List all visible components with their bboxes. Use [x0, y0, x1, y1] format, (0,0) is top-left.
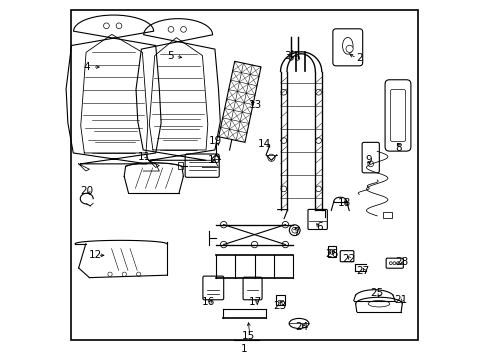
Circle shape — [280, 138, 286, 143]
Circle shape — [220, 241, 226, 248]
Text: 14: 14 — [257, 139, 270, 149]
Text: 8: 8 — [395, 143, 401, 153]
Text: 21: 21 — [393, 295, 407, 305]
Circle shape — [282, 221, 288, 228]
Bar — [178, 162, 182, 169]
Text: 20: 20 — [80, 186, 93, 196]
Bar — [383, 212, 391, 218]
FancyBboxPatch shape — [384, 80, 410, 151]
Circle shape — [116, 23, 122, 29]
Circle shape — [288, 56, 293, 60]
Text: 19: 19 — [209, 136, 222, 145]
FancyBboxPatch shape — [386, 258, 403, 268]
Circle shape — [220, 221, 226, 228]
FancyBboxPatch shape — [332, 29, 362, 66]
Text: 16: 16 — [202, 297, 215, 307]
Text: 5: 5 — [167, 51, 174, 61]
Circle shape — [267, 154, 274, 161]
Text: 26: 26 — [325, 248, 338, 258]
Circle shape — [367, 161, 373, 167]
Circle shape — [168, 27, 174, 32]
FancyBboxPatch shape — [362, 142, 379, 173]
Text: 18: 18 — [338, 198, 351, 208]
Circle shape — [280, 186, 286, 192]
Text: 25: 25 — [370, 288, 383, 298]
Text: 13: 13 — [248, 100, 262, 110]
Circle shape — [295, 56, 299, 60]
Circle shape — [180, 27, 186, 32]
FancyBboxPatch shape — [185, 154, 219, 177]
Bar — [276, 295, 285, 305]
Circle shape — [103, 23, 109, 29]
Circle shape — [251, 241, 257, 248]
Text: 23: 23 — [273, 301, 286, 311]
Circle shape — [289, 225, 300, 235]
Circle shape — [280, 89, 286, 95]
Circle shape — [315, 89, 321, 95]
Text: 27: 27 — [355, 266, 369, 276]
Text: 10: 10 — [207, 155, 220, 165]
FancyBboxPatch shape — [203, 276, 223, 300]
Circle shape — [388, 262, 391, 265]
FancyBboxPatch shape — [307, 210, 326, 229]
Text: 22: 22 — [341, 254, 354, 264]
Text: 6: 6 — [316, 222, 323, 231]
Circle shape — [315, 186, 321, 192]
FancyBboxPatch shape — [243, 277, 262, 300]
FancyBboxPatch shape — [340, 251, 353, 262]
Circle shape — [136, 272, 141, 276]
Ellipse shape — [288, 319, 308, 328]
Circle shape — [346, 45, 352, 53]
Text: 7: 7 — [293, 227, 299, 237]
Text: 24: 24 — [295, 322, 308, 332]
Bar — [327, 246, 335, 257]
Ellipse shape — [367, 301, 389, 307]
Text: 4: 4 — [83, 62, 90, 72]
Circle shape — [396, 262, 399, 265]
Text: 17: 17 — [248, 297, 262, 307]
Circle shape — [291, 227, 297, 233]
Circle shape — [282, 241, 288, 248]
Circle shape — [122, 272, 126, 276]
Text: 9: 9 — [364, 155, 371, 165]
Text: 15: 15 — [241, 331, 254, 341]
Text: 3: 3 — [284, 51, 290, 61]
Text: 11: 11 — [137, 152, 150, 162]
Circle shape — [329, 249, 334, 254]
Circle shape — [392, 262, 395, 265]
Text: 1: 1 — [241, 343, 247, 354]
Text: 12: 12 — [89, 250, 102, 260]
Circle shape — [108, 272, 112, 276]
Ellipse shape — [342, 37, 352, 54]
Text: 2: 2 — [355, 53, 362, 63]
Circle shape — [315, 138, 321, 143]
Text: 28: 28 — [395, 257, 408, 267]
FancyBboxPatch shape — [389, 89, 405, 141]
